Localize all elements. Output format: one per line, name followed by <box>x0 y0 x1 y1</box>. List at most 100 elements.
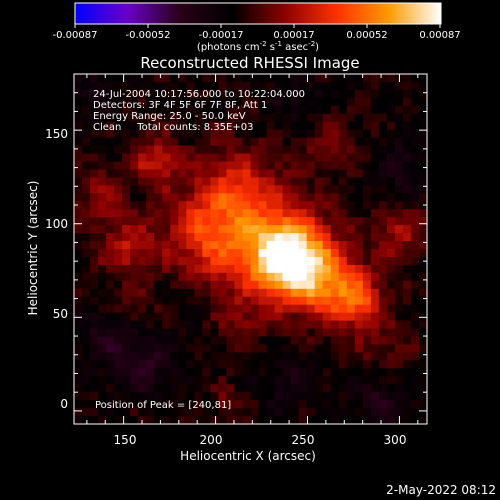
heatmap-cell <box>410 209 420 218</box>
heatmap-cell <box>346 201 356 210</box>
heatmap-cell <box>378 368 388 377</box>
heatmap-cell <box>338 105 348 115</box>
heatmap-cell <box>98 201 107 210</box>
heatmap-cell <box>106 328 115 338</box>
heatmap-cell <box>210 296 220 306</box>
heatmap-cell <box>130 280 139 290</box>
heatmap-cell <box>82 209 91 218</box>
heatmap-cell <box>386 296 396 306</box>
heatmap-cell <box>250 296 260 306</box>
heatmap-cell <box>346 177 356 186</box>
heatmap-cell <box>202 185 211 194</box>
heatmap-cell <box>114 280 123 290</box>
heatmap-cell <box>154 328 163 338</box>
heatmap-cell <box>306 304 316 314</box>
heatmap-cell <box>258 81 268 91</box>
heatmap-cell <box>122 129 131 139</box>
heatmap-cell <box>306 153 316 163</box>
heatmap-cell <box>122 193 131 202</box>
heatmap-cell <box>218 312 228 322</box>
heatmap-cell <box>74 296 83 306</box>
heatmap-cell <box>290 121 300 131</box>
heatmap-cell <box>242 113 252 123</box>
heatmap-cell <box>250 89 260 99</box>
heatmap-cell <box>138 320 147 330</box>
heatmap-cell <box>202 105 211 115</box>
heatmap-cell <box>178 161 187 171</box>
heatmap-cell <box>210 256 220 266</box>
heatmap-cell <box>218 241 228 250</box>
heatmap-cell <box>122 328 131 338</box>
heatmap-cell <box>218 320 228 330</box>
heatmap-cell <box>146 296 155 306</box>
heatmap-cell <box>154 105 163 115</box>
heatmap-cell <box>138 105 147 115</box>
heatmap-cell <box>330 105 340 115</box>
heatmap-cell <box>282 201 292 210</box>
heatmap-cell <box>186 241 195 250</box>
heatmap-cell <box>266 408 276 417</box>
heatmap-cell <box>338 408 348 417</box>
heatmap-cell <box>154 360 163 369</box>
heatmap-cell <box>314 177 324 186</box>
heatmap-cell <box>210 264 220 274</box>
heatmap-cell <box>330 280 340 290</box>
heatmap-cell <box>386 320 396 330</box>
heatmap-cell <box>154 304 163 314</box>
heatmap-cell <box>106 241 115 250</box>
heatmap-cell <box>194 336 203 346</box>
heatmap-cell <box>322 193 332 202</box>
heatmap-cell <box>106 145 115 155</box>
heatmap-cell <box>202 74 211 83</box>
heatmap-cell <box>186 384 195 393</box>
heatmap-cell <box>298 153 308 163</box>
heatmap-cell <box>386 89 396 99</box>
heatmap-cell <box>194 249 203 258</box>
heatmap-cell <box>306 408 316 417</box>
heatmap-cell <box>354 249 364 258</box>
heatmap-cell <box>242 217 252 226</box>
heatmap-cell <box>386 129 396 139</box>
heatmap-cell <box>98 416 107 425</box>
heatmap-cell <box>98 233 107 242</box>
heatmap-cell <box>186 89 195 99</box>
heatmap-cell <box>194 360 203 369</box>
heatmap-cell <box>418 193 428 202</box>
heatmap-cell <box>346 408 356 417</box>
heatmap-cell <box>314 121 324 131</box>
heatmap-cell <box>234 312 244 322</box>
heatmap-cell <box>394 392 404 401</box>
heatmap-cell <box>82 241 91 250</box>
heatmap-cell <box>218 256 228 266</box>
heatmap-cell <box>210 225 220 234</box>
heatmap-cell <box>210 169 220 178</box>
heatmap-cell <box>338 161 348 171</box>
heatmap-cell <box>250 97 260 107</box>
heatmap-cell <box>362 360 372 369</box>
heatmap-cell <box>122 201 131 210</box>
heatmap-cell <box>394 241 404 250</box>
heatmap-cell <box>282 97 292 107</box>
heatmap-cell <box>218 336 228 346</box>
heatmap-cell <box>130 105 139 115</box>
heatmap-cell <box>210 97 220 107</box>
heatmap-cell <box>186 368 195 377</box>
heatmap-cell <box>226 81 236 91</box>
heatmap-cell <box>322 185 332 194</box>
heatmap-cell <box>202 201 211 210</box>
heatmap-cell <box>418 137 428 147</box>
heatmap-cell <box>146 121 155 131</box>
heatmap-cell <box>154 137 163 147</box>
heatmap-cell <box>330 296 340 306</box>
heatmap-cell <box>346 233 356 242</box>
heatmap-cell <box>274 113 284 123</box>
heatmap-cell <box>394 304 404 314</box>
heatmap-cell <box>274 344 284 353</box>
heatmap-cell <box>418 74 428 83</box>
heatmap-cell <box>146 304 155 314</box>
heatmap-cell <box>330 233 340 242</box>
heatmap-cell <box>122 153 131 163</box>
heatmap-cell <box>298 384 308 393</box>
heatmap-cell <box>378 169 388 178</box>
heatmap-cell <box>178 121 187 131</box>
